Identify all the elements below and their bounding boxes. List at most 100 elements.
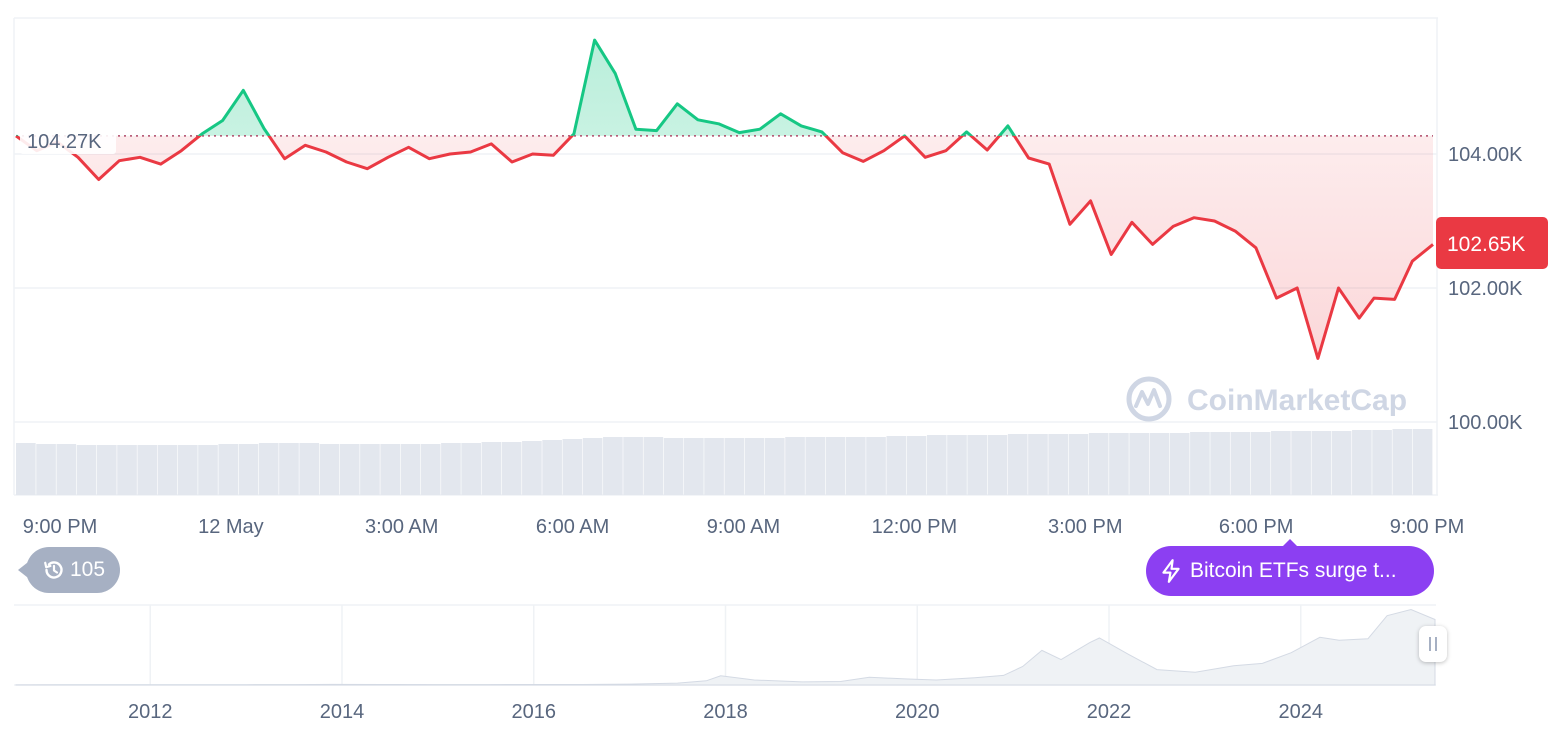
volume-bar xyxy=(1210,432,1230,495)
navigator-scroll-handle[interactable] xyxy=(1419,626,1447,662)
volume-bar xyxy=(1048,434,1069,495)
volume-bar xyxy=(137,445,158,495)
reference-price-label: 104.27K xyxy=(20,128,116,154)
volume-bar xyxy=(785,437,805,495)
volume-bar xyxy=(339,444,360,495)
navigator-x-label: 2018 xyxy=(703,701,748,723)
navigator-x-label: 2012 xyxy=(128,701,173,723)
x-tick-label: 3:00 AM xyxy=(365,516,438,538)
volume-bar xyxy=(926,435,947,495)
volume-bar xyxy=(1250,432,1271,495)
x-tick-label: 9:00 PM xyxy=(1390,516,1464,538)
news-pill-notch xyxy=(1282,539,1298,547)
volume-bar xyxy=(238,444,259,495)
volume-bar xyxy=(1392,429,1413,495)
news-pill[interactable]: Bitcoin ETFs surge t... xyxy=(1146,539,1434,596)
y-tick-label: 104.00K xyxy=(1448,144,1523,166)
volume-bar xyxy=(299,443,320,495)
coinmarketcap-logo-icon xyxy=(1126,376,1172,422)
volume-bar xyxy=(1068,434,1089,495)
volume-bar xyxy=(906,436,927,495)
handle-grip-left xyxy=(1429,637,1431,651)
navigator-x-label: 2020 xyxy=(895,701,940,723)
volume-bar xyxy=(1007,434,1028,495)
x-tick-label: 3:00 PM xyxy=(1048,516,1122,538)
history-count: 105 xyxy=(70,558,106,581)
volume-bar xyxy=(380,444,401,495)
watermark: CoinMarketCap xyxy=(1126,376,1407,422)
y-tick-label: 102.00K xyxy=(1448,278,1523,300)
volume-bar xyxy=(481,442,502,495)
x-tick-label: 6:00 AM xyxy=(536,516,609,538)
volume-bar xyxy=(1352,430,1372,495)
volume-bar xyxy=(279,443,299,495)
volume-bar xyxy=(1331,431,1352,495)
volume-bar xyxy=(1028,434,1048,495)
area-below-baseline xyxy=(16,135,1433,359)
volume-bar xyxy=(360,444,380,495)
volume-bars xyxy=(16,429,1433,495)
volume-bar xyxy=(522,441,542,495)
reference-label-bg xyxy=(20,128,116,154)
volume-bar xyxy=(987,435,1008,495)
volume-bar xyxy=(704,438,724,495)
volume-bar xyxy=(1190,432,1210,495)
volume-bar xyxy=(866,437,886,495)
x-axis: 9:00 PM 12 May 3:00 AM 6:00 AM 9:00 AM 12:00 … xyxy=(23,516,1464,538)
current-price-badge: 102.65K xyxy=(1436,217,1548,269)
current-price-badge-bg xyxy=(1436,217,1548,269)
volume-bar xyxy=(947,435,967,495)
volume-bar xyxy=(1271,431,1291,495)
volume-bar xyxy=(744,438,765,495)
x-tick-label: 12 May xyxy=(198,516,264,538)
volume-bar xyxy=(76,445,97,495)
volume-bar xyxy=(16,443,36,495)
volume-bar xyxy=(1291,431,1311,495)
volume-bar xyxy=(967,435,988,495)
volume-bar xyxy=(501,442,522,495)
volume-bar xyxy=(157,445,178,495)
volume-bar xyxy=(764,438,785,495)
x-tick-label: 12:00 PM xyxy=(872,516,958,538)
volume-bar xyxy=(623,437,643,495)
plot-frame xyxy=(13,17,1438,496)
handle-grip-right xyxy=(1435,637,1437,651)
navigator-x-label: 2016 xyxy=(511,701,556,723)
volume-bar xyxy=(1149,433,1170,495)
news-headline: Bitcoin ETFs surge t... xyxy=(1190,559,1397,582)
history-clock-icon xyxy=(44,561,63,579)
volume-bar xyxy=(1088,433,1109,495)
volume-bar xyxy=(603,437,623,495)
x-tick-label: 6:00 PM xyxy=(1219,516,1293,538)
history-badge[interactable]: 105 xyxy=(18,547,120,593)
volume-bar xyxy=(441,443,461,495)
lightning-icon xyxy=(1162,559,1180,583)
volume-bar xyxy=(198,445,218,495)
navigator-x-label: 2024 xyxy=(1279,701,1324,723)
history-badge-body xyxy=(26,547,120,593)
volume-bar xyxy=(258,443,279,495)
volume-bar xyxy=(1372,430,1392,495)
volume-bar xyxy=(582,438,603,495)
volume-bar xyxy=(400,444,421,495)
volume-bar xyxy=(845,437,866,495)
price-line-below-baseline xyxy=(15,135,1434,360)
volume-bar xyxy=(643,437,664,495)
volume-bar xyxy=(724,438,745,495)
volume-bar xyxy=(684,438,704,495)
x-tick-label: 9:00 PM xyxy=(23,516,97,538)
x-tick-label: 9:00 AM xyxy=(707,516,780,538)
volume-bar xyxy=(56,444,77,495)
volume-bar xyxy=(542,440,562,495)
volume-bar xyxy=(1412,429,1433,495)
volume-bar xyxy=(461,443,481,495)
watermark-text: CoinMarketCap xyxy=(1187,384,1407,417)
volume-bar xyxy=(805,437,826,495)
navigator-x-axis: 2012 2014 2016 2018 2020 2022 2024 xyxy=(128,701,1323,723)
volume-bar xyxy=(117,445,137,495)
navigator-area xyxy=(15,608,1436,686)
volume-bar xyxy=(663,438,684,495)
volume-bar xyxy=(319,444,340,495)
navigator[interactable]: 2012 2014 2016 2018 2020 2022 2024 xyxy=(14,604,1436,723)
